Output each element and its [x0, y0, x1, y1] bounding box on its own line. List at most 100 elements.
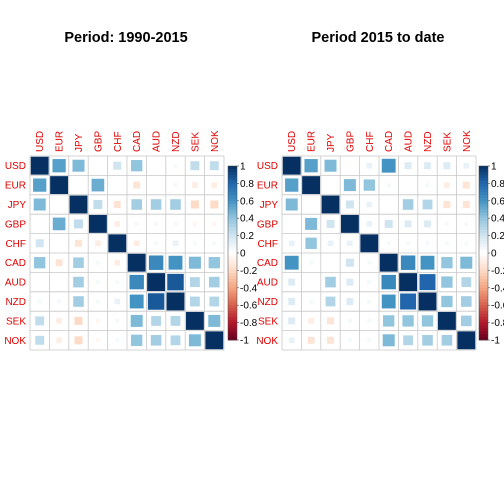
cell-aud-cad: [381, 274, 396, 290]
cell-eur-usd: [33, 178, 47, 192]
legend-swatch: [228, 183, 237, 187]
legend-swatch: [479, 313, 488, 318]
legend-swatch: [479, 200, 488, 205]
legend-swatch: [479, 238, 488, 242]
legend-swatch: [228, 224, 237, 228]
chart-title-right: Period 2015 to date: [312, 30, 445, 46]
cell-jpy-aud: [402, 199, 414, 210]
legend-tick-label: -0.6: [240, 301, 258, 312]
column-label: JPY: [326, 133, 337, 152]
cell-usd-nok: [463, 162, 470, 169]
cell-nok-aud: [403, 335, 414, 346]
legend-swatch: [228, 244, 237, 248]
cell-jpy-chf: [113, 201, 121, 208]
cell-sek-gbp: [347, 318, 352, 323]
cell-chf-nzd: [425, 241, 430, 246]
legend-swatch: [228, 267, 237, 271]
cell-sek-jpy: [327, 317, 334, 325]
row-label: JPY: [260, 200, 279, 211]
legend-swatch: [228, 247, 237, 251]
cell-nzd-usd: [288, 298, 296, 305]
cell-chf-gbp: [347, 240, 353, 247]
legend-swatch: [228, 290, 237, 294]
cell-aud-aud: [147, 273, 166, 292]
legend-swatch: [228, 282, 237, 286]
legend-swatch: [479, 212, 488, 216]
legend-swatch: [479, 284, 488, 289]
row-label: NOK: [256, 336, 278, 347]
legend-swatch: [479, 229, 488, 234]
cell-jpy-gbp: [345, 200, 354, 209]
cell-usd-usd: [30, 156, 49, 175]
cell-chf-chf: [108, 234, 127, 253]
cell-sek-cad: [383, 315, 395, 327]
column-label: NOK: [462, 130, 473, 152]
legend-swatch: [479, 255, 488, 260]
legend-swatch: [479, 270, 488, 274]
legend-swatch: [228, 253, 237, 257]
legend-swatch: [228, 180, 237, 184]
legend-swatch: [479, 180, 488, 184]
row-label: SEK: [6, 316, 26, 327]
row-label: EUR: [257, 181, 278, 192]
cell-sek-eur: [56, 318, 62, 324]
cell-chf-nok: [212, 241, 217, 246]
cell-gbp-eur: [305, 217, 318, 230]
legend-swatch: [479, 287, 488, 292]
cell-eur-gbp: [343, 179, 356, 192]
legend-swatch: [479, 209, 488, 213]
legend-swatch: [228, 284, 237, 289]
cell-nzd-nzd: [418, 292, 437, 311]
legend-swatch: [228, 258, 237, 263]
legend-swatch: [228, 302, 237, 306]
cell-sek-usd: [35, 316, 45, 326]
cell-cad-cad: [127, 253, 146, 272]
cell-nzd-jpy: [325, 296, 336, 307]
cell-aud-nok: [461, 277, 472, 288]
legend-swatch: [479, 186, 488, 190]
cell-jpy-usd: [33, 198, 46, 211]
cell-eur-eur: [50, 176, 69, 195]
legend-swatch: [228, 296, 237, 300]
column-label: EUR: [307, 131, 318, 152]
cell-gbp-gbp: [88, 214, 107, 233]
cell-aud-chf: [115, 280, 120, 285]
cell-gbp-jpy: [74, 219, 83, 229]
cell-cad-nzd: [168, 255, 183, 270]
cell-usd-sek: [443, 162, 451, 170]
legend-swatch: [228, 270, 237, 274]
column-label: CHF: [113, 131, 124, 152]
legend-swatch: [228, 215, 237, 219]
legend-swatch: [479, 273, 488, 277]
legend-swatch: [479, 247, 488, 251]
legend-tick-label: -0.4: [491, 283, 504, 294]
cell-chf-aud: [406, 241, 411, 246]
cell-chf-sek: [444, 241, 449, 246]
cell-usd-nzd: [173, 163, 178, 168]
cell-eur-sek: [192, 182, 198, 188]
legend-swatch: [228, 322, 237, 326]
cell-eur-chf: [363, 179, 375, 191]
legend-tick-label: -1: [491, 336, 500, 347]
cell-nok-cad: [382, 334, 395, 347]
legend-tick-label: -0.4: [240, 283, 258, 294]
cell-usd-sek: [190, 161, 200, 171]
legend-swatch: [479, 296, 488, 300]
cell-gbp-cad: [384, 219, 393, 228]
cell-cad-sek: [188, 256, 201, 269]
legend-swatch: [479, 244, 488, 248]
cell-nzd-aud: [400, 293, 417, 310]
legend-swatch: [228, 232, 237, 236]
cell-gbp-sek: [444, 221, 449, 226]
legend-swatch: [479, 218, 488, 222]
legend-swatch: [228, 305, 237, 309]
legend-swatch: [479, 235, 488, 239]
cell-sek-nok: [461, 315, 472, 327]
cell-gbp-jpy: [326, 219, 335, 228]
legend-swatch: [479, 331, 488, 335]
cell-cad-usd: [284, 255, 299, 270]
cell-gbp-aud: [404, 220, 412, 228]
row-label: CHF: [257, 239, 278, 250]
cell-cad-gbp: [345, 258, 354, 267]
legend-swatch: [479, 319, 488, 323]
